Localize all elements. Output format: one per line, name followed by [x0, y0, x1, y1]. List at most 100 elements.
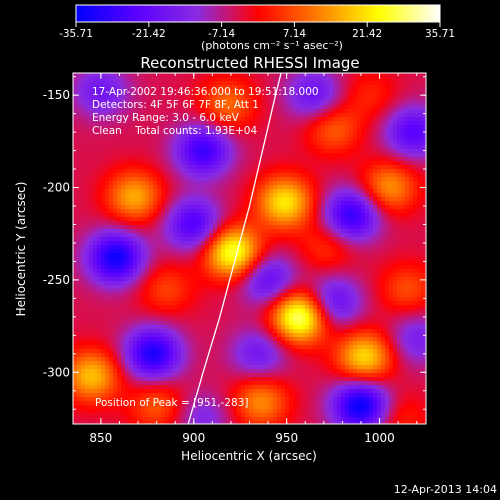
heatmap-cell: [229, 161, 234, 166]
heatmap-cell: [341, 77, 346, 82]
heatmap-cell: [369, 133, 374, 138]
heatmap-cell: [281, 157, 286, 162]
heatmap-cell: [245, 257, 250, 262]
heatmap-cell: [85, 213, 90, 218]
heatmap-cell: [293, 245, 298, 250]
heatmap-cell: [197, 129, 202, 134]
heatmap-cell: [305, 233, 310, 238]
heatmap-cell: [129, 169, 134, 174]
heatmap-cell: [85, 85, 90, 90]
heatmap-cell: [341, 161, 346, 166]
heatmap-cell: [269, 185, 274, 190]
heatmap-cell: [281, 209, 286, 214]
heatmap-cell: [329, 217, 334, 222]
heatmap-cell: [349, 281, 354, 286]
heatmap-cell: [181, 225, 186, 230]
heatmap-cell: [149, 241, 154, 246]
heatmap-cell: [345, 277, 350, 282]
heatmap-cell: [113, 229, 118, 234]
heatmap-cell: [297, 205, 302, 210]
heatmap-cell: [301, 121, 306, 126]
heatmap-cell: [421, 137, 426, 142]
heatmap-cell: [309, 89, 314, 94]
heatmap-cell: [369, 237, 374, 242]
heatmap-cell: [277, 213, 282, 218]
heatmap-cell: [229, 149, 234, 154]
heatmap-cell: [341, 209, 346, 214]
heatmap-cell: [177, 189, 182, 194]
heatmap-cell: [197, 249, 202, 254]
heatmap-cell: [413, 225, 418, 230]
heatmap-cell: [353, 241, 358, 246]
heatmap-cell: [233, 93, 238, 98]
heatmap-cell: [189, 145, 194, 150]
heatmap-cell: [353, 285, 358, 290]
heatmap-cell: [237, 181, 242, 186]
heatmap-cell: [73, 137, 78, 142]
heatmap-cell: [405, 101, 410, 106]
heatmap-cell: [297, 165, 302, 170]
heatmap-cell: [197, 141, 202, 146]
heatmap-cell: [269, 149, 274, 154]
heatmap-cell: [197, 189, 202, 194]
heatmap-cell: [313, 145, 318, 150]
heatmap-cell: [137, 157, 142, 162]
heatmap-cell: [393, 193, 398, 198]
heatmap-cell: [329, 197, 334, 202]
heatmap-cell: [393, 173, 398, 178]
heatmap-cell: [121, 181, 126, 186]
heatmap-cell: [393, 221, 398, 226]
heatmap-cell: [237, 197, 242, 202]
heatmap-cell: [329, 117, 334, 122]
heatmap-cell: [393, 289, 398, 294]
heatmap-cell: [89, 93, 94, 98]
heatmap-cell: [261, 109, 266, 114]
heatmap-cell: [337, 285, 342, 290]
heatmap-cell: [301, 153, 306, 158]
heatmap-cell: [109, 101, 114, 106]
heatmap-cell: [157, 93, 162, 98]
heatmap-cell: [233, 157, 238, 162]
heatmap-cell: [273, 285, 278, 290]
heatmap-cell: [281, 117, 286, 122]
heatmap-cell: [225, 233, 230, 238]
heatmap-cell: [421, 257, 426, 262]
heatmap-cell: [89, 133, 94, 138]
heatmap-cell: [73, 233, 78, 238]
heatmap-cell: [265, 89, 270, 94]
heatmap-cell: [125, 101, 130, 106]
heatmap-cell: [381, 265, 386, 270]
heatmap-cell: [361, 265, 366, 270]
heatmap-cell: [213, 285, 218, 290]
heatmap-cell: [337, 261, 342, 266]
heatmap-cell: [189, 265, 194, 270]
heatmap-cell: [109, 97, 114, 102]
heatmap-cell: [333, 229, 338, 234]
heatmap-cell: [73, 217, 78, 222]
heatmap-cell: [237, 77, 242, 82]
heatmap-cell: [193, 97, 198, 102]
heatmap-cell: [181, 125, 186, 130]
heatmap-cell: [137, 205, 142, 210]
heatmap-cell: [241, 105, 246, 110]
heatmap-cell: [333, 245, 338, 250]
heatmap-cell: [337, 129, 342, 134]
heatmap-cell: [101, 113, 106, 118]
heatmap-cell: [233, 125, 238, 130]
heatmap-cell: [209, 197, 214, 202]
heatmap-cell: [129, 221, 134, 226]
heatmap-cell: [397, 273, 402, 278]
heatmap-cell: [193, 105, 198, 110]
heatmap-cell: [385, 85, 390, 90]
heatmap-cell: [281, 153, 286, 158]
heatmap-cell: [293, 257, 298, 262]
heatmap-cell: [221, 285, 226, 290]
heatmap-cell: [329, 81, 334, 86]
heatmap-cell: [317, 145, 322, 150]
heatmap-cell: [193, 89, 198, 94]
heatmap-cell: [421, 273, 426, 278]
heatmap-cell: [353, 237, 358, 242]
heatmap-cell: [369, 269, 374, 274]
heatmap-cell: [273, 81, 278, 86]
heatmap-cell: [245, 273, 250, 278]
